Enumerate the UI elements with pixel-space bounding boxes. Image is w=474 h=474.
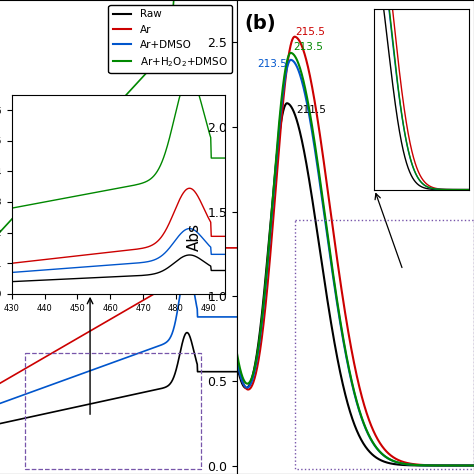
Text: 215.5: 215.5 [295,27,325,37]
Text: 211.5: 211.5 [297,105,327,115]
Text: (b): (b) [244,14,276,33]
Text: 213.5: 213.5 [257,59,287,69]
Y-axis label: Abs: Abs [187,223,202,251]
Legend: Raw, Ar, Ar+DMSO, Ar+H$_2$O$_2$+DMSO: Raw, Ar, Ar+DMSO, Ar+H$_2$O$_2$+DMSO [109,5,232,73]
Text: 213.5: 213.5 [293,43,323,53]
